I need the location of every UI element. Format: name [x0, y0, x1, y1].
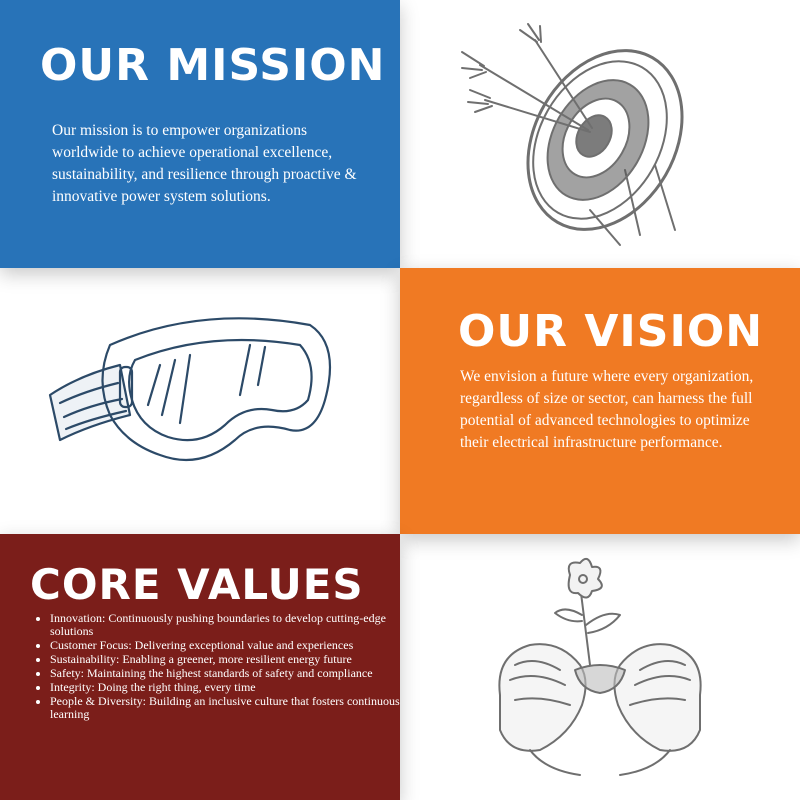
list-item: Safety: Maintaining the highest standard…: [50, 667, 400, 680]
target-with-arrows-icon: [461, 23, 684, 246]
list-item: Integrity: Doing the right thing, every …: [50, 681, 400, 694]
mission-text: Our mission is to empower organizations …: [52, 122, 357, 205]
vision-text: We envision a future where every organiz…: [460, 368, 754, 451]
mission-title: OUR MISSION: [40, 40, 386, 91]
vision-title: OUR VISION: [458, 306, 764, 357]
list-item: Customer Focus: Delivering exceptional v…: [50, 639, 400, 652]
list-item: People & Diversity: Building an inclusiv…: [50, 695, 400, 721]
list-item: Sustainability: Enabling a greener, more…: [50, 653, 400, 666]
safety-goggles-icon: [48, 317, 332, 462]
vision-panel: OUR VISION We envision a future where ev…: [400, 268, 800, 534]
core-values-panel: CORE VALUES Innovation: Continuously pus…: [0, 534, 400, 800]
core-values-list: Innovation: Continuously pushing boundar…: [20, 612, 400, 722]
list-item: Innovation: Continuously pushing boundar…: [50, 612, 400, 638]
mission-panel: OUR MISSION Our mission is to empower or…: [0, 0, 400, 268]
hands-holding-plant-icon: [498, 557, 702, 776]
core-values-title: CORE VALUES: [30, 560, 364, 609]
